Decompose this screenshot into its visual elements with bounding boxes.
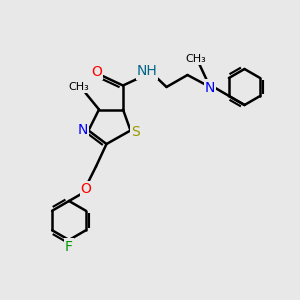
Text: CH₃: CH₃: [68, 82, 89, 92]
Text: S: S: [131, 125, 140, 139]
Text: NH: NH: [136, 64, 158, 78]
Text: F: F: [65, 240, 73, 254]
Text: O: O: [92, 65, 102, 79]
Text: N: N: [205, 81, 215, 94]
Text: N: N: [78, 124, 88, 137]
Text: CH₃: CH₃: [185, 54, 206, 64]
Text: O: O: [81, 182, 92, 196]
